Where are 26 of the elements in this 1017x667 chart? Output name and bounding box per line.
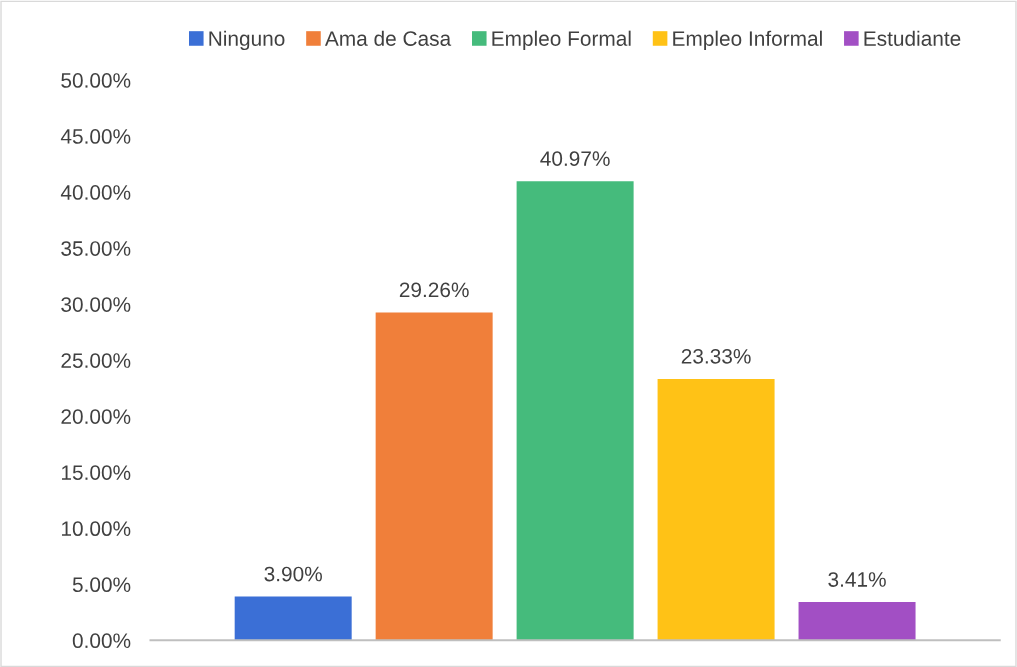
bar	[657, 378, 775, 641]
y-tick-label: 45.00%	[60, 129, 131, 144]
data-label: 40.97%	[540, 151, 610, 166]
y-tick-label: 40.00%	[60, 185, 131, 200]
bar	[516, 181, 634, 641]
bar	[798, 602, 916, 641]
y-tick-label: 30.00%	[61, 297, 131, 312]
y-tick-label: 15.00%	[62, 465, 131, 480]
y-tick-label: 0.00%	[72, 633, 131, 649]
y-tick-label: 20.00%	[61, 409, 131, 424]
legend-label: Empleo Informal	[673, 30, 822, 51]
bar	[234, 596, 352, 641]
legend-label: Ama de Casa	[324, 30, 452, 46]
y-tick-label: 5.00%	[72, 577, 131, 593]
y-tick-label: 50.00%	[61, 73, 131, 88]
y-tick-label: 35.00%	[61, 241, 131, 256]
data-label: 29.26%	[399, 282, 469, 298]
y-tick-label: 25.00%	[61, 353, 131, 368]
data-label: 23.33%	[681, 348, 751, 364]
y-tick-label: 10.00%	[62, 521, 131, 537]
data-label: 3.41%	[828, 572, 886, 587]
legend-label: Ninguno	[209, 30, 285, 51]
legend-label: Empleo Formal	[492, 30, 631, 51]
legend-label: Estudiante	[864, 30, 961, 46]
bar	[375, 312, 493, 641]
data-label: 3.90%	[264, 566, 322, 582]
